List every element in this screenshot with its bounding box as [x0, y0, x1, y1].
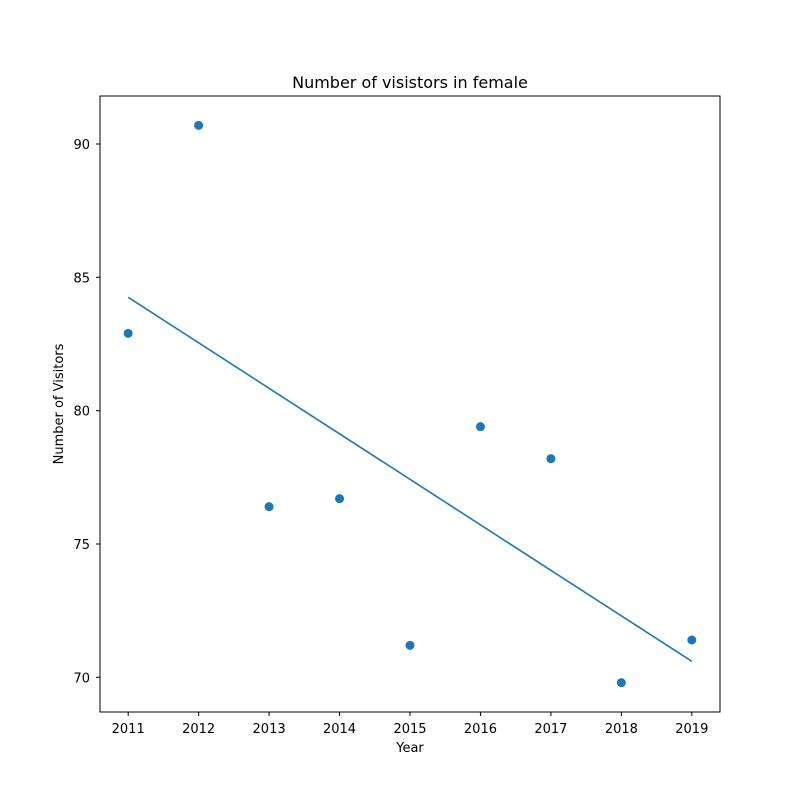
x-tick-label: 2018 [605, 722, 638, 737]
x-tick-label: 2015 [393, 722, 426, 737]
plot-area: 2011 2012 2013 2014 2015 2016 2017 2018 2019 70 75… [73, 120, 708, 737]
y-axis-label: Number of Visitors [52, 343, 67, 464]
x-tick-label: 2012 [182, 722, 215, 737]
data-point [123, 328, 133, 338]
data-point [616, 678, 626, 688]
plot-frame [99, 95, 721, 713]
y-tick-label: 90 [73, 138, 90, 153]
x-tick-label: 2014 [323, 722, 356, 737]
data-point [546, 454, 556, 464]
x-tick-label: 2016 [464, 722, 497, 737]
chart-title: Number of visistors in female [292, 73, 528, 92]
x-tick-label: 2013 [253, 722, 286, 737]
y-tick-label: 80 [73, 405, 90, 420]
y-tick-label: 70 [73, 671, 90, 686]
x-tick-label: 2017 [534, 722, 567, 737]
trend-line [127, 296, 693, 663]
data-point [687, 635, 697, 645]
data-point [405, 640, 415, 650]
data-point [264, 502, 274, 512]
y-tick-label: 75 [73, 538, 90, 553]
data-point [475, 422, 485, 432]
y-tick-label: 85 [73, 271, 90, 286]
x-axis-label: Year [395, 741, 424, 756]
data-point [194, 120, 204, 130]
data-point [335, 494, 345, 504]
x-tick-label: 2019 [675, 722, 708, 737]
x-tick-label: 2011 [112, 722, 145, 737]
